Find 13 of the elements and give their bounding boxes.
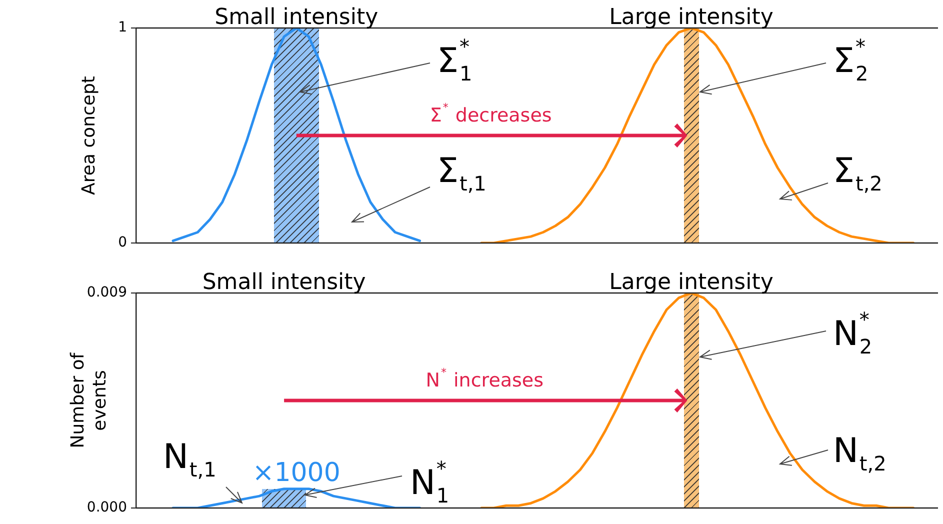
annotation: Large intensity bbox=[609, 5, 774, 30]
series-label: ×1000 bbox=[252, 458, 340, 488]
annotation: Small intensity bbox=[214, 5, 378, 30]
annotation: Large intensity bbox=[609, 270, 774, 295]
annotation: Σ* decreases bbox=[430, 101, 552, 126]
y-axis-title: Area concept bbox=[78, 76, 100, 195]
y-tick-label: 0 bbox=[118, 234, 127, 251]
annotation: N* increases bbox=[426, 366, 544, 392]
annotation: Small intensity bbox=[202, 270, 366, 295]
y-tick-label: 0.009 bbox=[86, 284, 127, 301]
y-tick-label: 0.000 bbox=[86, 500, 127, 516]
y-axis-title: Number of events bbox=[68, 352, 111, 448]
y-tick-label: 1 bbox=[118, 20, 127, 36]
